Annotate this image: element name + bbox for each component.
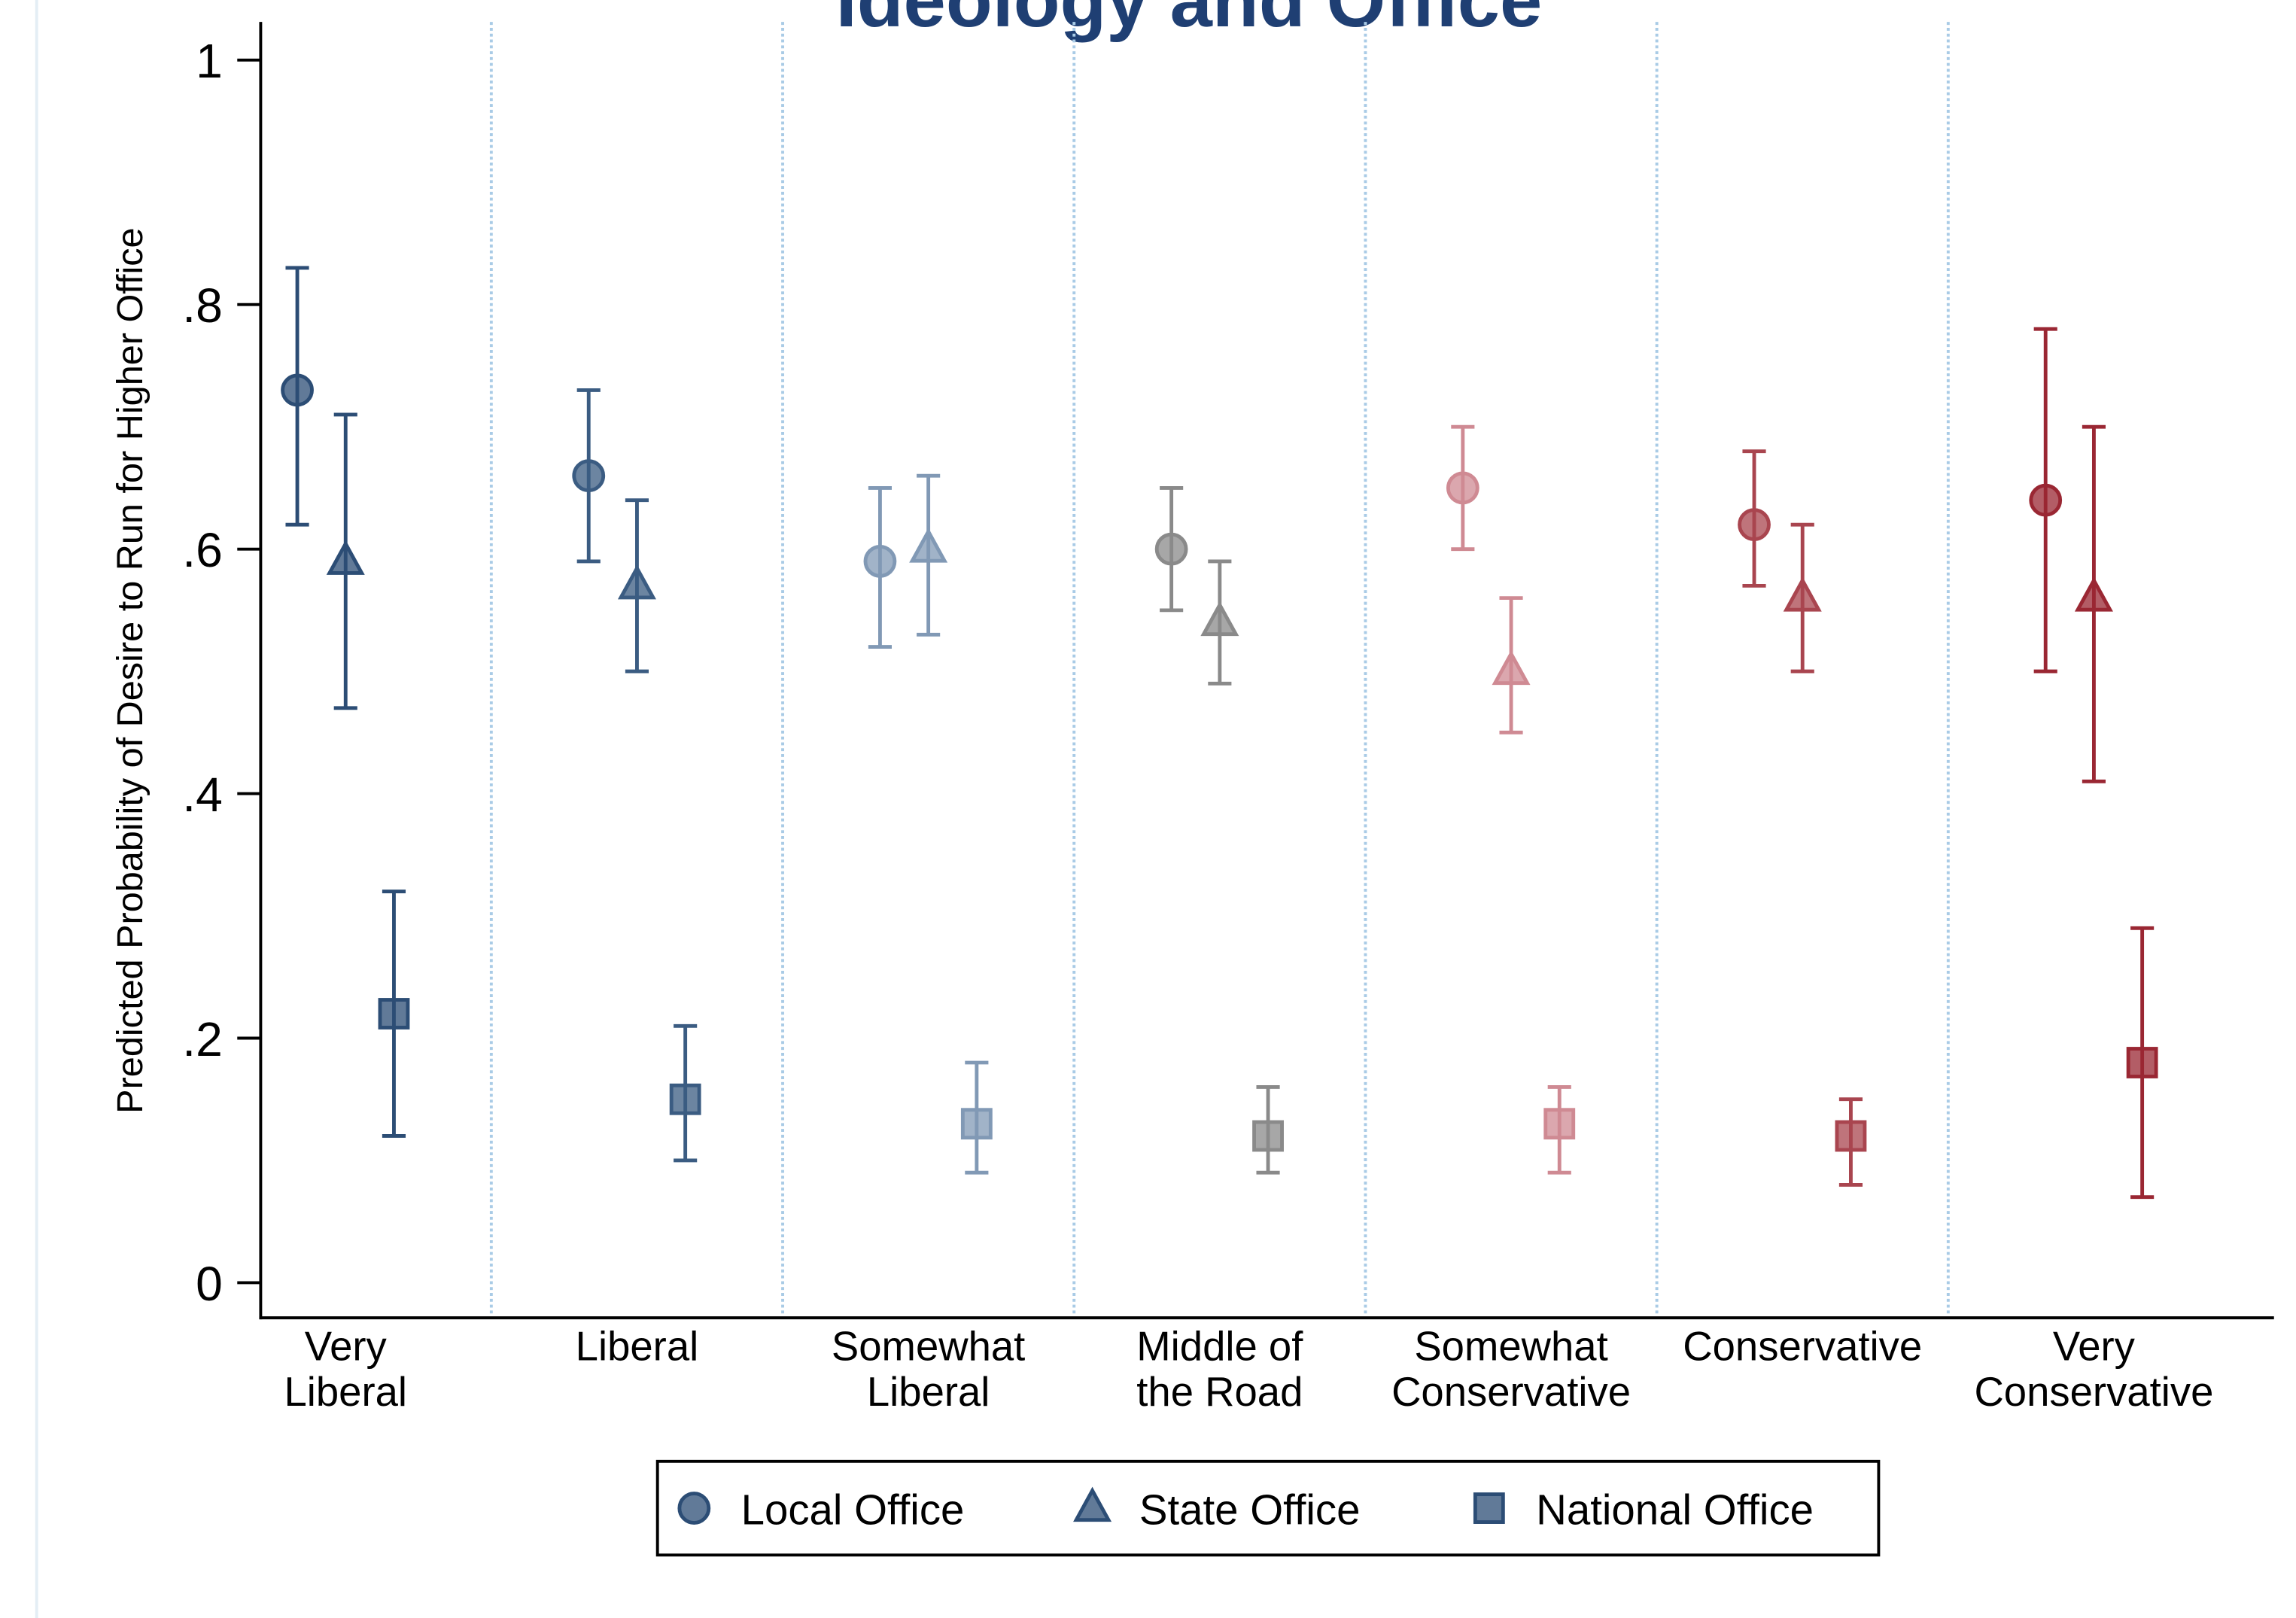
point-marker [909,528,948,563]
legend-label: National Office [1536,1486,1814,1533]
point-marker [1738,508,1771,542]
legend-marker [1073,1486,1112,1522]
point-marker [1446,471,1479,505]
x-tick-label-box: Very Liberal [284,1323,408,1415]
point-marker [378,998,410,1029]
x-tick-label: Liberal [575,1323,699,1370]
x-tick-label-box: Conservative [1683,1323,1923,1370]
y-tick-label: 1 [196,34,223,88]
legend-item: Local Office [677,1486,965,1533]
x-tick-label: Middle of the Road [1136,1323,1303,1415]
y-tick-label: .2 [182,1012,223,1066]
legend-label: State Office [1139,1486,1361,1533]
legend-box [655,1459,1881,1557]
point-marker [960,1108,993,1140]
x-tick-label: Somewhat Conservative [1391,1323,1632,1415]
x-tick-label: Somewhat Liberal [831,1323,1026,1415]
chart-title: Ideology and Office [836,0,1543,43]
point-marker [2029,483,2063,517]
y-tick-label: .4 [182,768,223,822]
point-marker [2126,1047,2158,1078]
point-marker [572,459,606,493]
x-tick-label-box: Liberal [575,1323,699,1370]
point-marker [326,540,365,575]
y-tick-label: .6 [182,523,223,577]
point-marker [617,564,656,600]
point-marker [281,373,314,407]
legend-item: State Office [1073,1486,1361,1533]
point-marker [1200,601,1239,637]
point-marker [1835,1120,1867,1152]
x-tick-label-box: Very Conservative [1974,1323,2214,1415]
point-marker [1154,532,1188,566]
x-tick-label-box: Middle of the Road [1136,1323,1303,1415]
legend-marker [1473,1492,1505,1524]
point-marker [1252,1120,1284,1152]
point-marker [863,544,897,578]
y-tick-label: .8 [182,278,223,333]
legend-marker [677,1492,711,1525]
point-marker [1783,576,1822,612]
y-tick-label: 0 [196,1257,223,1311]
point-marker [1543,1108,1576,1140]
legend-label: Local Office [741,1486,965,1533]
point-marker [669,1083,701,1115]
x-tick-label-box: Somewhat Liberal [831,1323,1026,1415]
point-marker [2074,576,2113,612]
x-tick-label-box: Somewhat Conservative [1391,1323,1632,1415]
x-tick-label: Very Conservative [1974,1323,2214,1415]
point-marker [1492,649,1531,686]
x-tick-label: Very Liberal [284,1323,408,1415]
x-tick-label: Conservative [1683,1323,1923,1370]
y-axis-label: Predicted Probability of Desire to Run f… [110,227,151,1113]
legend-item: National Office [1473,1486,1814,1533]
